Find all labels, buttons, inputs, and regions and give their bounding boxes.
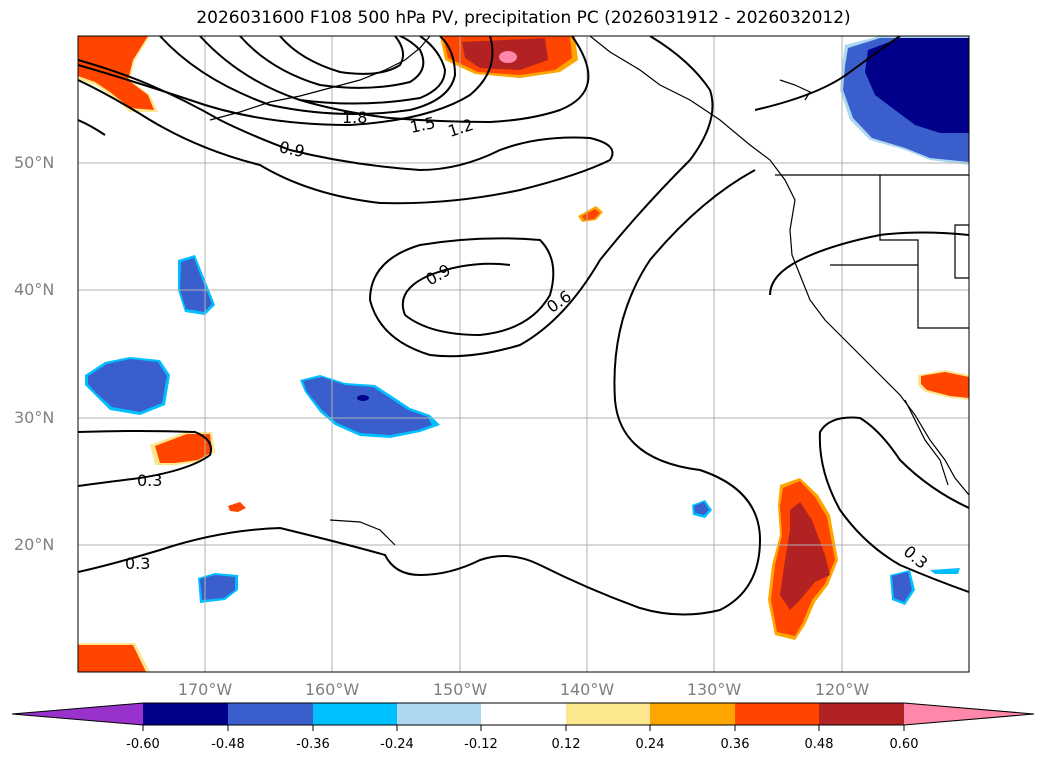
- lat-label: 30°N: [14, 408, 55, 427]
- precip-negative-shading: [85, 36, 969, 605]
- lon-label: 140°W: [559, 680, 615, 699]
- colorbar-tick-label: -0.36: [296, 737, 330, 752]
- colorbar-extend-high: [904, 703, 1034, 725]
- lon-label: 150°W: [432, 680, 488, 699]
- colorbar-segment: [397, 703, 481, 725]
- lon-label: 120°W: [814, 680, 870, 699]
- colorbar-segment: [566, 703, 650, 725]
- colorbar-tick-label: -0.24: [380, 737, 414, 752]
- colorbar-tick-label: 0.36: [720, 737, 750, 752]
- map-title: 2026031600 F108 500 hPa PV, precipitatio…: [196, 8, 851, 28]
- colorbar-tick-label: 0.12: [551, 737, 581, 752]
- gridlines: [78, 36, 969, 672]
- colorbar-tick-label: 0.60: [889, 737, 919, 752]
- plot-frame: [77, 35, 970, 673]
- colorbar-tick-label: 0.48: [804, 737, 834, 752]
- colorbar-segment: [313, 703, 397, 725]
- colorbar-segment: [735, 703, 819, 725]
- colorbar-tick-label: -0.12: [464, 737, 498, 752]
- colorbar-tick-label: -0.60: [126, 737, 160, 752]
- colorbar-segment: [228, 703, 313, 725]
- lat-label: 40°N: [14, 280, 55, 299]
- lon-label: 160°W: [304, 680, 360, 699]
- contour-label: 0.3: [125, 554, 150, 573]
- coastlines: [209, 36, 969, 546]
- lat-label: 20°N: [14, 535, 55, 554]
- pv-contours: [78, 36, 969, 616]
- contour-label: 0.3: [137, 471, 162, 490]
- colorbar-tick-label: 0.24: [635, 737, 665, 752]
- colorbar-extend-low: [12, 703, 143, 725]
- precip-positive-shading: [78, 36, 969, 672]
- contour-label: 1.5: [408, 113, 437, 137]
- colorbar-segment: [650, 703, 735, 725]
- colorbar-tick-label: -0.48: [211, 737, 245, 752]
- contour-label: 1.8: [342, 108, 367, 127]
- colorbar: [11, 702, 1035, 731]
- colorbar-segment: [143, 703, 228, 725]
- colorbar-segment: [819, 703, 904, 725]
- contour-label: 0.9: [277, 137, 306, 161]
- lat-label: 50°N: [14, 153, 55, 172]
- lon-label: 130°W: [686, 680, 742, 699]
- colorbar-segment: [481, 703, 566, 725]
- lon-label: 170°W: [177, 680, 233, 699]
